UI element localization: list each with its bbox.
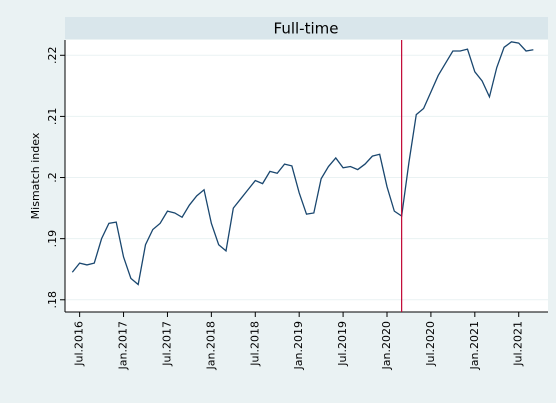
- x-tick-label: Jul.2020: [424, 321, 437, 367]
- y-tick-label: .22: [46, 47, 59, 65]
- x-tick-label: Jan.2020: [380, 321, 393, 370]
- chart-title: Full-time: [274, 20, 339, 38]
- x-tick-label: Jan.2021: [468, 321, 481, 370]
- plot-area: [65, 40, 548, 312]
- x-tick-label: Jul.2017: [160, 321, 173, 367]
- y-axis-title: Mismatch index: [29, 132, 42, 219]
- y-tick-label: .21: [46, 108, 59, 126]
- x-tick-label: Jan.2017: [117, 321, 130, 370]
- x-tick-label: Jul.2016: [73, 321, 86, 367]
- x-tick-label: Jan.2018: [204, 321, 217, 370]
- x-tick-label: Jan.2019: [292, 321, 305, 370]
- x-tick-label: Jul.2019: [336, 321, 349, 367]
- x-tick-label: Jul.2021: [512, 321, 525, 367]
- y-tick-label: .2: [46, 172, 59, 183]
- title-band: [65, 17, 548, 39]
- x-tick-label: Jul.2018: [248, 321, 261, 367]
- y-tick-label: .18: [46, 291, 59, 309]
- line: [71, 41, 534, 286]
- y-tick-label: .19: [46, 230, 59, 248]
